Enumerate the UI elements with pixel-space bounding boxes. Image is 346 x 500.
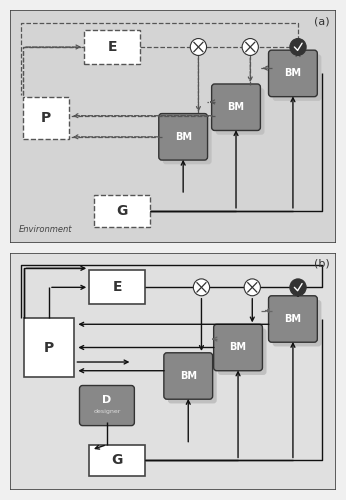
Bar [24,318,74,376]
Text: BM: BM [175,132,192,142]
Text: designer: designer [93,410,121,414]
Circle shape [193,279,210,296]
Text: Environment: Environment [18,225,72,234]
Text: G: G [117,204,128,218]
Bar [89,270,145,304]
Bar [94,195,150,226]
Circle shape [190,38,207,56]
Text: BM: BM [284,68,301,78]
Text: D: D [102,396,111,406]
FancyBboxPatch shape [268,50,317,96]
Text: P: P [41,111,51,125]
Text: P: P [44,340,54,354]
FancyBboxPatch shape [80,386,134,426]
Text: (b): (b) [314,259,329,269]
FancyBboxPatch shape [168,357,217,404]
FancyBboxPatch shape [218,328,266,375]
Text: BM: BM [229,342,247,352]
FancyBboxPatch shape [213,324,263,370]
FancyBboxPatch shape [216,88,264,134]
Text: G: G [111,454,123,468]
Text: BM: BM [284,314,301,324]
Circle shape [290,38,306,56]
FancyBboxPatch shape [212,84,261,130]
Circle shape [290,279,306,296]
Bar [89,444,145,476]
Circle shape [244,279,261,296]
Text: E: E [112,280,122,294]
Text: E: E [107,40,117,54]
Text: BM: BM [228,102,245,112]
FancyBboxPatch shape [268,296,317,342]
FancyBboxPatch shape [163,118,212,164]
FancyBboxPatch shape [164,353,213,399]
Text: (a): (a) [314,16,329,26]
FancyBboxPatch shape [273,300,321,346]
Text: BM: BM [180,371,197,381]
Bar [84,30,140,64]
Bar [23,96,69,139]
FancyBboxPatch shape [159,114,208,160]
FancyBboxPatch shape [273,54,321,101]
Circle shape [242,38,258,56]
